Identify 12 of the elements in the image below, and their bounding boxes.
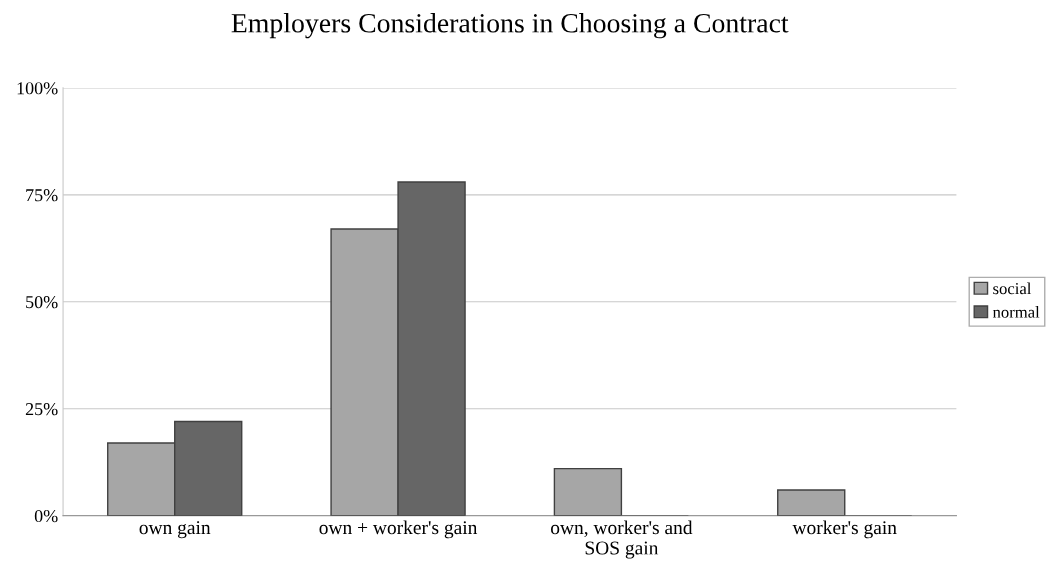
x-tick-label: own, worker's and SOS gain	[551, 520, 693, 559]
y-tick-label: 25%	[25, 402, 58, 416]
chart-title: Employers Considerations in Choosing a Contract	[231, 13, 789, 39]
x-tick-label: worker's gain	[792, 520, 897, 539]
y-tick-label: 0%	[34, 509, 58, 523]
y-tick-label: 50%	[26, 296, 58, 309]
legend-label: social	[993, 282, 1032, 295]
legend-label: normal	[992, 306, 1040, 318]
x-tick-label: own gain	[139, 521, 211, 539]
x-tick-label: own + worker's gain	[319, 520, 478, 539]
y-tick-label: 100%	[17, 82, 58, 95]
y-tick-label: 75%	[26, 189, 58, 202]
